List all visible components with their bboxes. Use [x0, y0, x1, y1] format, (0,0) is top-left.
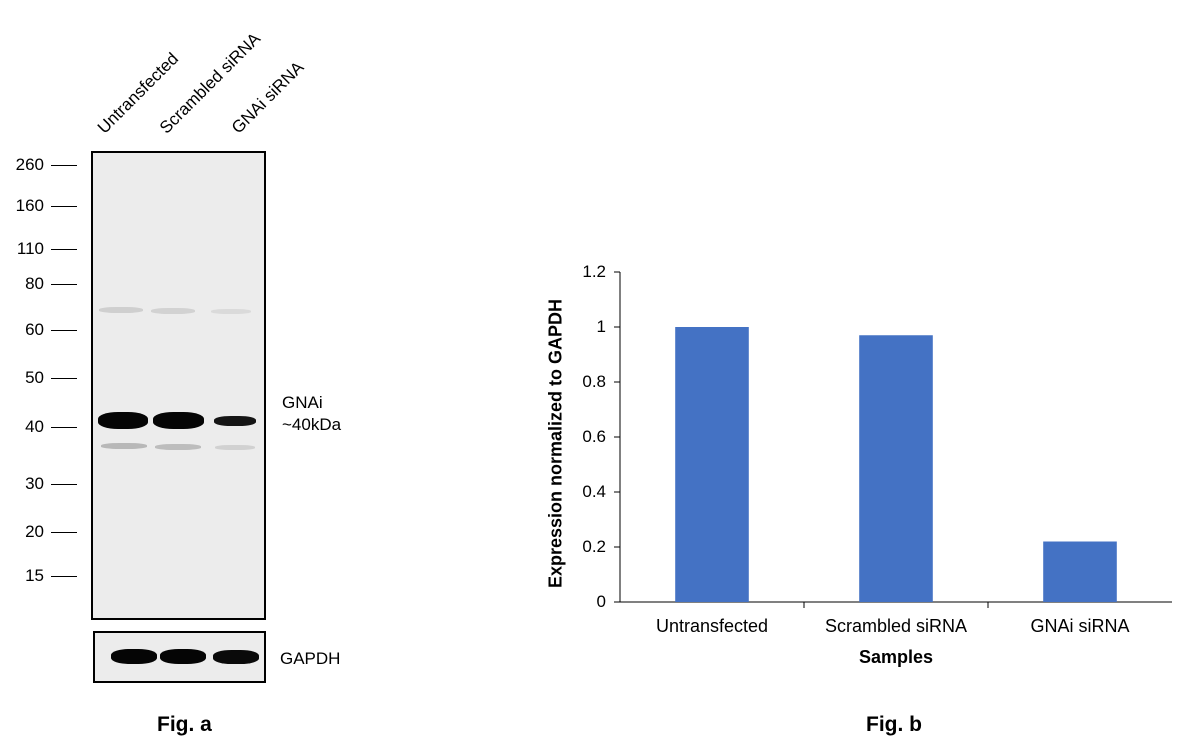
gapdh-label: GAPDH	[280, 649, 341, 668]
mw-label-20: 20	[25, 522, 44, 541]
mw-tick	[51, 427, 77, 428]
mw-tick	[51, 284, 77, 285]
gapdh-band-untransfected	[111, 649, 157, 664]
fig-a-label: Fig. a	[157, 713, 212, 736]
faint-band	[151, 308, 195, 314]
mw-label-110: 110	[16, 239, 44, 258]
mw-tick	[51, 576, 77, 577]
mw-label-260: 260	[15, 155, 44, 174]
gnai-band-untransfected	[98, 412, 148, 429]
mw-label-60: 60	[25, 320, 44, 339]
faint-band	[99, 307, 143, 313]
gnai-band-scrambled	[153, 412, 204, 429]
mw-label-160: 160	[15, 196, 44, 215]
x-category-label: Untransfected	[655, 616, 769, 636]
y-axis-title: Expression normalized to GAPDH	[545, 298, 566, 589]
mw-tick	[51, 484, 77, 485]
y-tick-label: 1.2	[582, 262, 606, 281]
lower-band	[215, 445, 255, 450]
target-name: GNAi	[282, 393, 323, 412]
mw-label-80: 80	[25, 274, 44, 293]
mw-tick	[51, 206, 77, 207]
mw-tick	[51, 249, 77, 250]
y-tick-label: 0.8	[582, 372, 606, 391]
mw-tick	[51, 330, 77, 331]
mw-label-50: 50	[25, 368, 44, 387]
lower-band	[101, 443, 147, 449]
mw-label-30: 30	[25, 474, 44, 493]
y-tick-label: 0.4	[582, 482, 606, 501]
bar-gnai-sirna	[1043, 541, 1117, 602]
gapdh-band-gnai-sirna	[213, 650, 259, 664]
gnai-band-gnai-sirna	[214, 416, 256, 426]
y-tick-label: 0.2	[582, 537, 606, 556]
mw-tick	[51, 165, 77, 166]
fig-b-label: Fig. b	[866, 713, 922, 736]
target-size: ~40kDa	[282, 415, 342, 434]
x-category-label: GNAi siRNA	[1030, 616, 1130, 636]
x-axis-title: Samples	[858, 647, 934, 667]
y-tick-label: 0	[596, 592, 606, 611]
gapdh-blot	[93, 631, 266, 683]
mw-label-40: 40	[25, 417, 44, 436]
faint-band	[211, 309, 251, 314]
lower-band	[155, 444, 201, 450]
mw-label-15: 15	[25, 566, 44, 585]
mw-tick	[51, 532, 77, 533]
mw-tick	[51, 378, 77, 379]
x-category-label: Scrambled siRNA	[824, 616, 968, 636]
blot-membrane	[91, 151, 266, 620]
y-tick-label: 1	[596, 317, 606, 336]
target-label: GNAi ~40kDa	[282, 392, 341, 436]
bar-scrambled-sirna	[859, 335, 933, 602]
gapdh-band-scrambled	[160, 649, 206, 664]
bar-untransfected	[675, 327, 749, 602]
y-tick-label: 0.6	[582, 427, 606, 446]
